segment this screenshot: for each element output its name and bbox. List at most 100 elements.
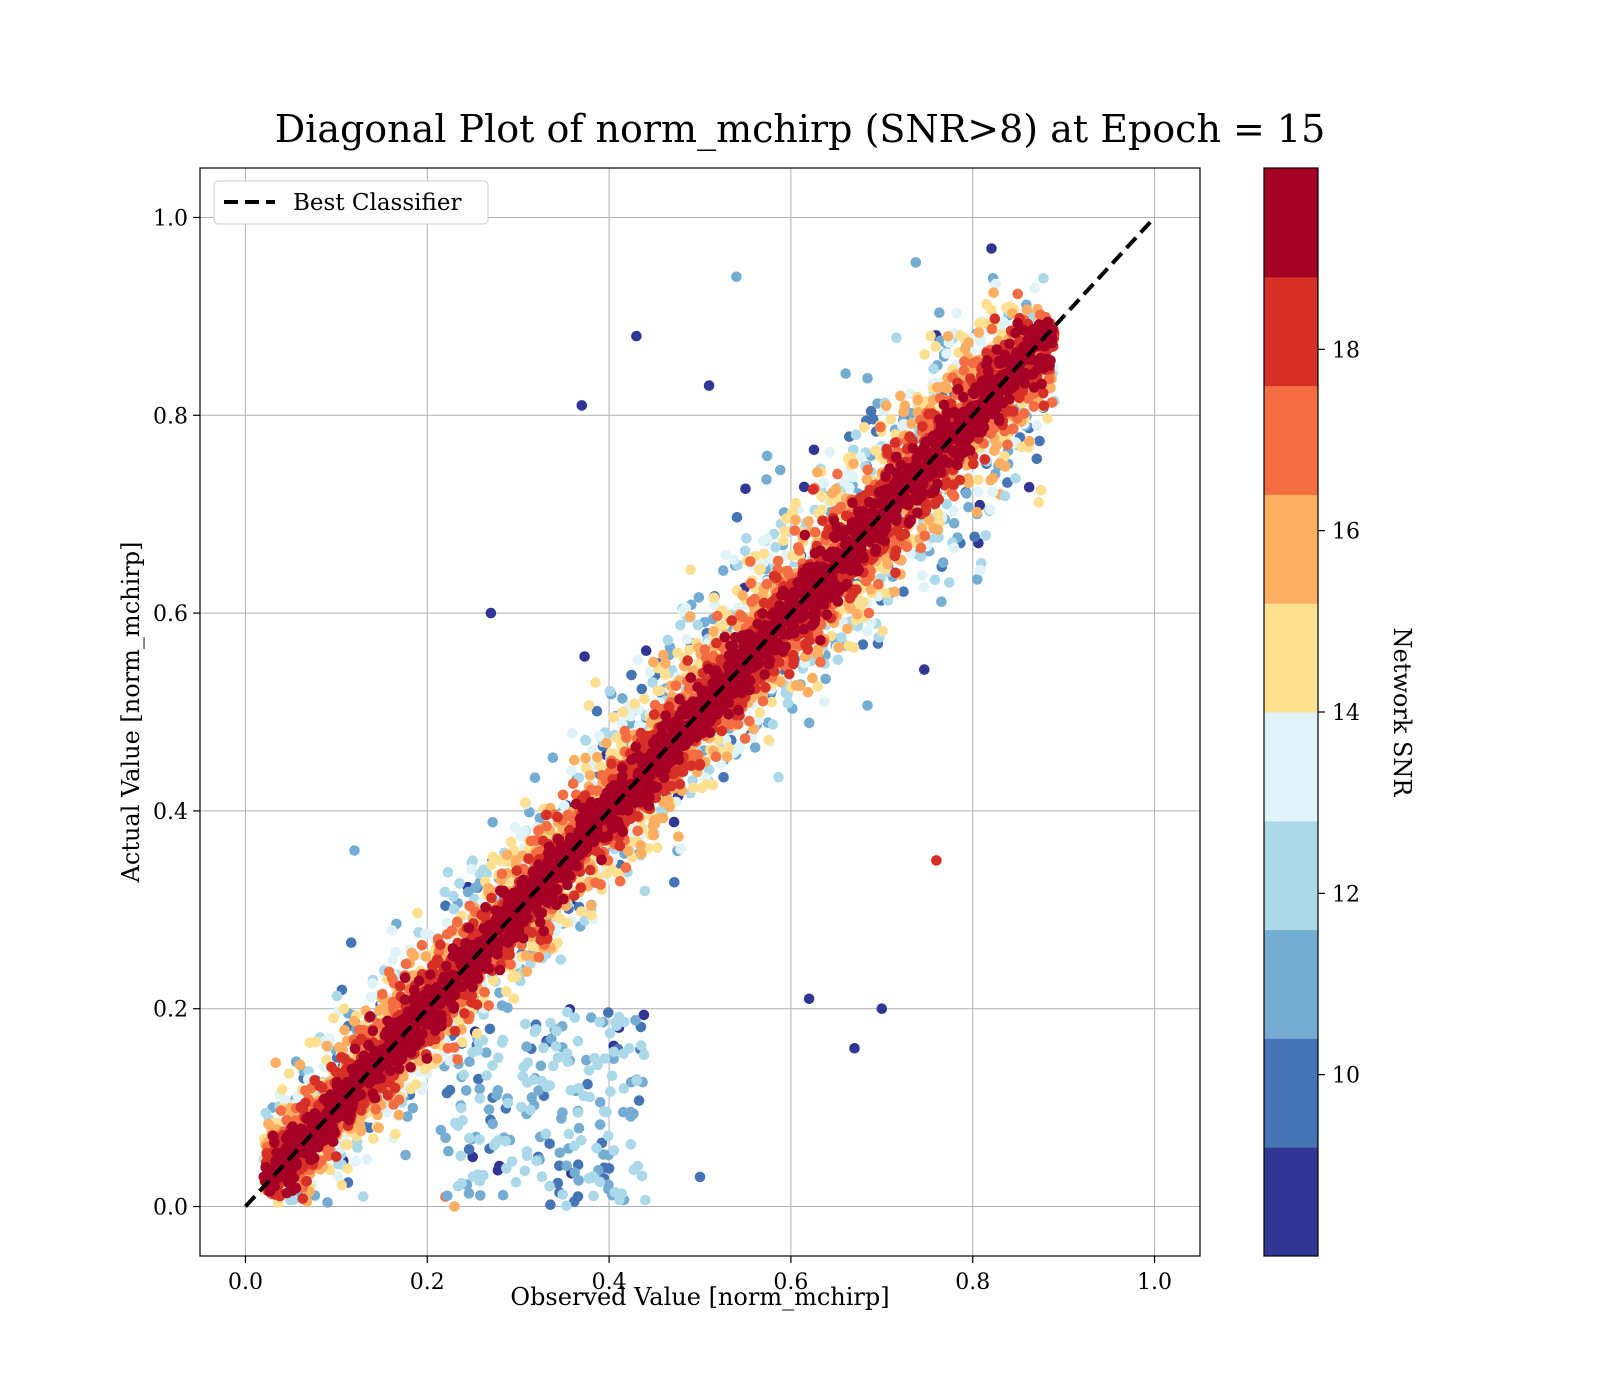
scatter-point bbox=[460, 1085, 472, 1096]
scatter-point bbox=[328, 1012, 339, 1024]
scatter-point bbox=[531, 1155, 542, 1167]
scatter-point bbox=[614, 1194, 625, 1206]
scatter-point bbox=[509, 821, 521, 833]
scatter-point bbox=[675, 843, 686, 855]
scatter-point bbox=[521, 966, 533, 977]
scatter-point bbox=[448, 903, 460, 915]
scatter-point bbox=[746, 596, 757, 608]
scatter-point bbox=[485, 607, 497, 619]
scatter-point bbox=[628, 1164, 640, 1175]
scatter-point bbox=[898, 586, 909, 597]
scatter-point bbox=[984, 504, 996, 516]
scatter-point bbox=[1021, 304, 1033, 316]
scatter-point bbox=[529, 772, 541, 783]
scatter-point bbox=[455, 1102, 467, 1114]
scatter-point bbox=[971, 506, 983, 518]
scatter-point bbox=[986, 243, 997, 254]
scatter-point bbox=[618, 1048, 629, 1059]
scatter-point bbox=[830, 483, 842, 495]
scatter-point bbox=[387, 955, 399, 966]
scatter-point bbox=[944, 577, 955, 588]
scatter-point bbox=[703, 764, 715, 775]
scatter-point bbox=[474, 1093, 486, 1104]
scatter-point bbox=[583, 700, 595, 711]
scatter-point bbox=[502, 1002, 513, 1014]
scatter-point bbox=[798, 481, 810, 493]
scatter-point bbox=[640, 645, 652, 656]
scatter-point bbox=[487, 817, 499, 828]
scatter-point bbox=[446, 925, 458, 937]
scatter-point bbox=[585, 1012, 597, 1023]
scatter-point bbox=[932, 382, 943, 393]
scatter-point bbox=[881, 400, 892, 412]
scatter-point bbox=[562, 1006, 573, 1018]
scatter-point bbox=[876, 1003, 888, 1014]
scatter-point bbox=[605, 1086, 616, 1097]
scatter-point bbox=[718, 565, 729, 576]
scatter-point bbox=[850, 429, 862, 441]
scatter-point bbox=[393, 1094, 405, 1106]
scatter-point bbox=[545, 1017, 556, 1029]
scatter-point bbox=[569, 1140, 580, 1152]
scatter-point bbox=[761, 450, 773, 462]
scatter-point bbox=[501, 1163, 512, 1174]
scatter-point bbox=[857, 639, 869, 650]
scatter-point bbox=[925, 330, 936, 342]
scatter-point bbox=[862, 700, 873, 711]
scatter-point bbox=[386, 925, 398, 936]
scatter-point bbox=[456, 1177, 467, 1189]
scatter-point bbox=[420, 951, 432, 962]
scatter-point bbox=[525, 1104, 536, 1116]
scatter-point bbox=[506, 1156, 518, 1167]
scatter-point bbox=[517, 1071, 529, 1082]
scatter-point bbox=[980, 530, 991, 541]
scatter-point bbox=[357, 1191, 369, 1202]
scatter-point bbox=[544, 1080, 555, 1091]
scatter-point bbox=[569, 1012, 581, 1023]
scatter-point bbox=[488, 975, 499, 986]
scatter-point bbox=[873, 579, 884, 590]
scatter-point bbox=[594, 1176, 606, 1188]
scatter-point bbox=[529, 1026, 541, 1038]
scatter-point bbox=[636, 1170, 648, 1182]
scatter-point bbox=[572, 1191, 584, 1202]
scatter-point bbox=[400, 1149, 411, 1161]
scatter-point bbox=[479, 986, 490, 998]
scatter-point bbox=[520, 797, 531, 808]
scatter-point bbox=[594, 1119, 606, 1130]
scatter-point bbox=[588, 1190, 599, 1202]
scatter-point bbox=[928, 363, 939, 375]
scatter-point bbox=[739, 545, 751, 557]
scatter-point bbox=[865, 405, 877, 417]
scatter-point bbox=[931, 855, 942, 866]
scatter-point bbox=[473, 1037, 485, 1048]
scatter-point bbox=[589, 1052, 600, 1064]
scatter-point bbox=[754, 564, 765, 576]
scatter-point bbox=[467, 1046, 478, 1058]
scatter-point bbox=[390, 1128, 401, 1140]
scatter-point bbox=[536, 1171, 548, 1182]
scatter-point bbox=[619, 1016, 630, 1028]
scatter-point bbox=[452, 1120, 464, 1131]
scatter-point bbox=[576, 906, 587, 917]
scatter-point bbox=[584, 770, 596, 781]
scatter-point bbox=[919, 530, 931, 542]
scatter-point bbox=[339, 1024, 350, 1036]
scatter-point bbox=[474, 1134, 485, 1145]
scatter-point bbox=[862, 626, 873, 637]
scatter-point bbox=[484, 1023, 496, 1035]
scatter-point bbox=[556, 1113, 567, 1124]
scatter-point bbox=[579, 651, 590, 662]
scatter-point bbox=[745, 556, 756, 567]
scatter-point bbox=[937, 557, 949, 568]
scatter-point bbox=[487, 1060, 498, 1071]
scatter-point bbox=[481, 1047, 492, 1058]
scatter-point bbox=[331, 990, 343, 1002]
scatter-point bbox=[345, 937, 357, 948]
scatter-point bbox=[582, 1078, 593, 1090]
scatter-point bbox=[644, 666, 656, 678]
scatter-point bbox=[961, 488, 972, 499]
scatter-point bbox=[723, 742, 734, 753]
scatter-point bbox=[449, 1201, 460, 1212]
scatter-point bbox=[660, 658, 671, 669]
